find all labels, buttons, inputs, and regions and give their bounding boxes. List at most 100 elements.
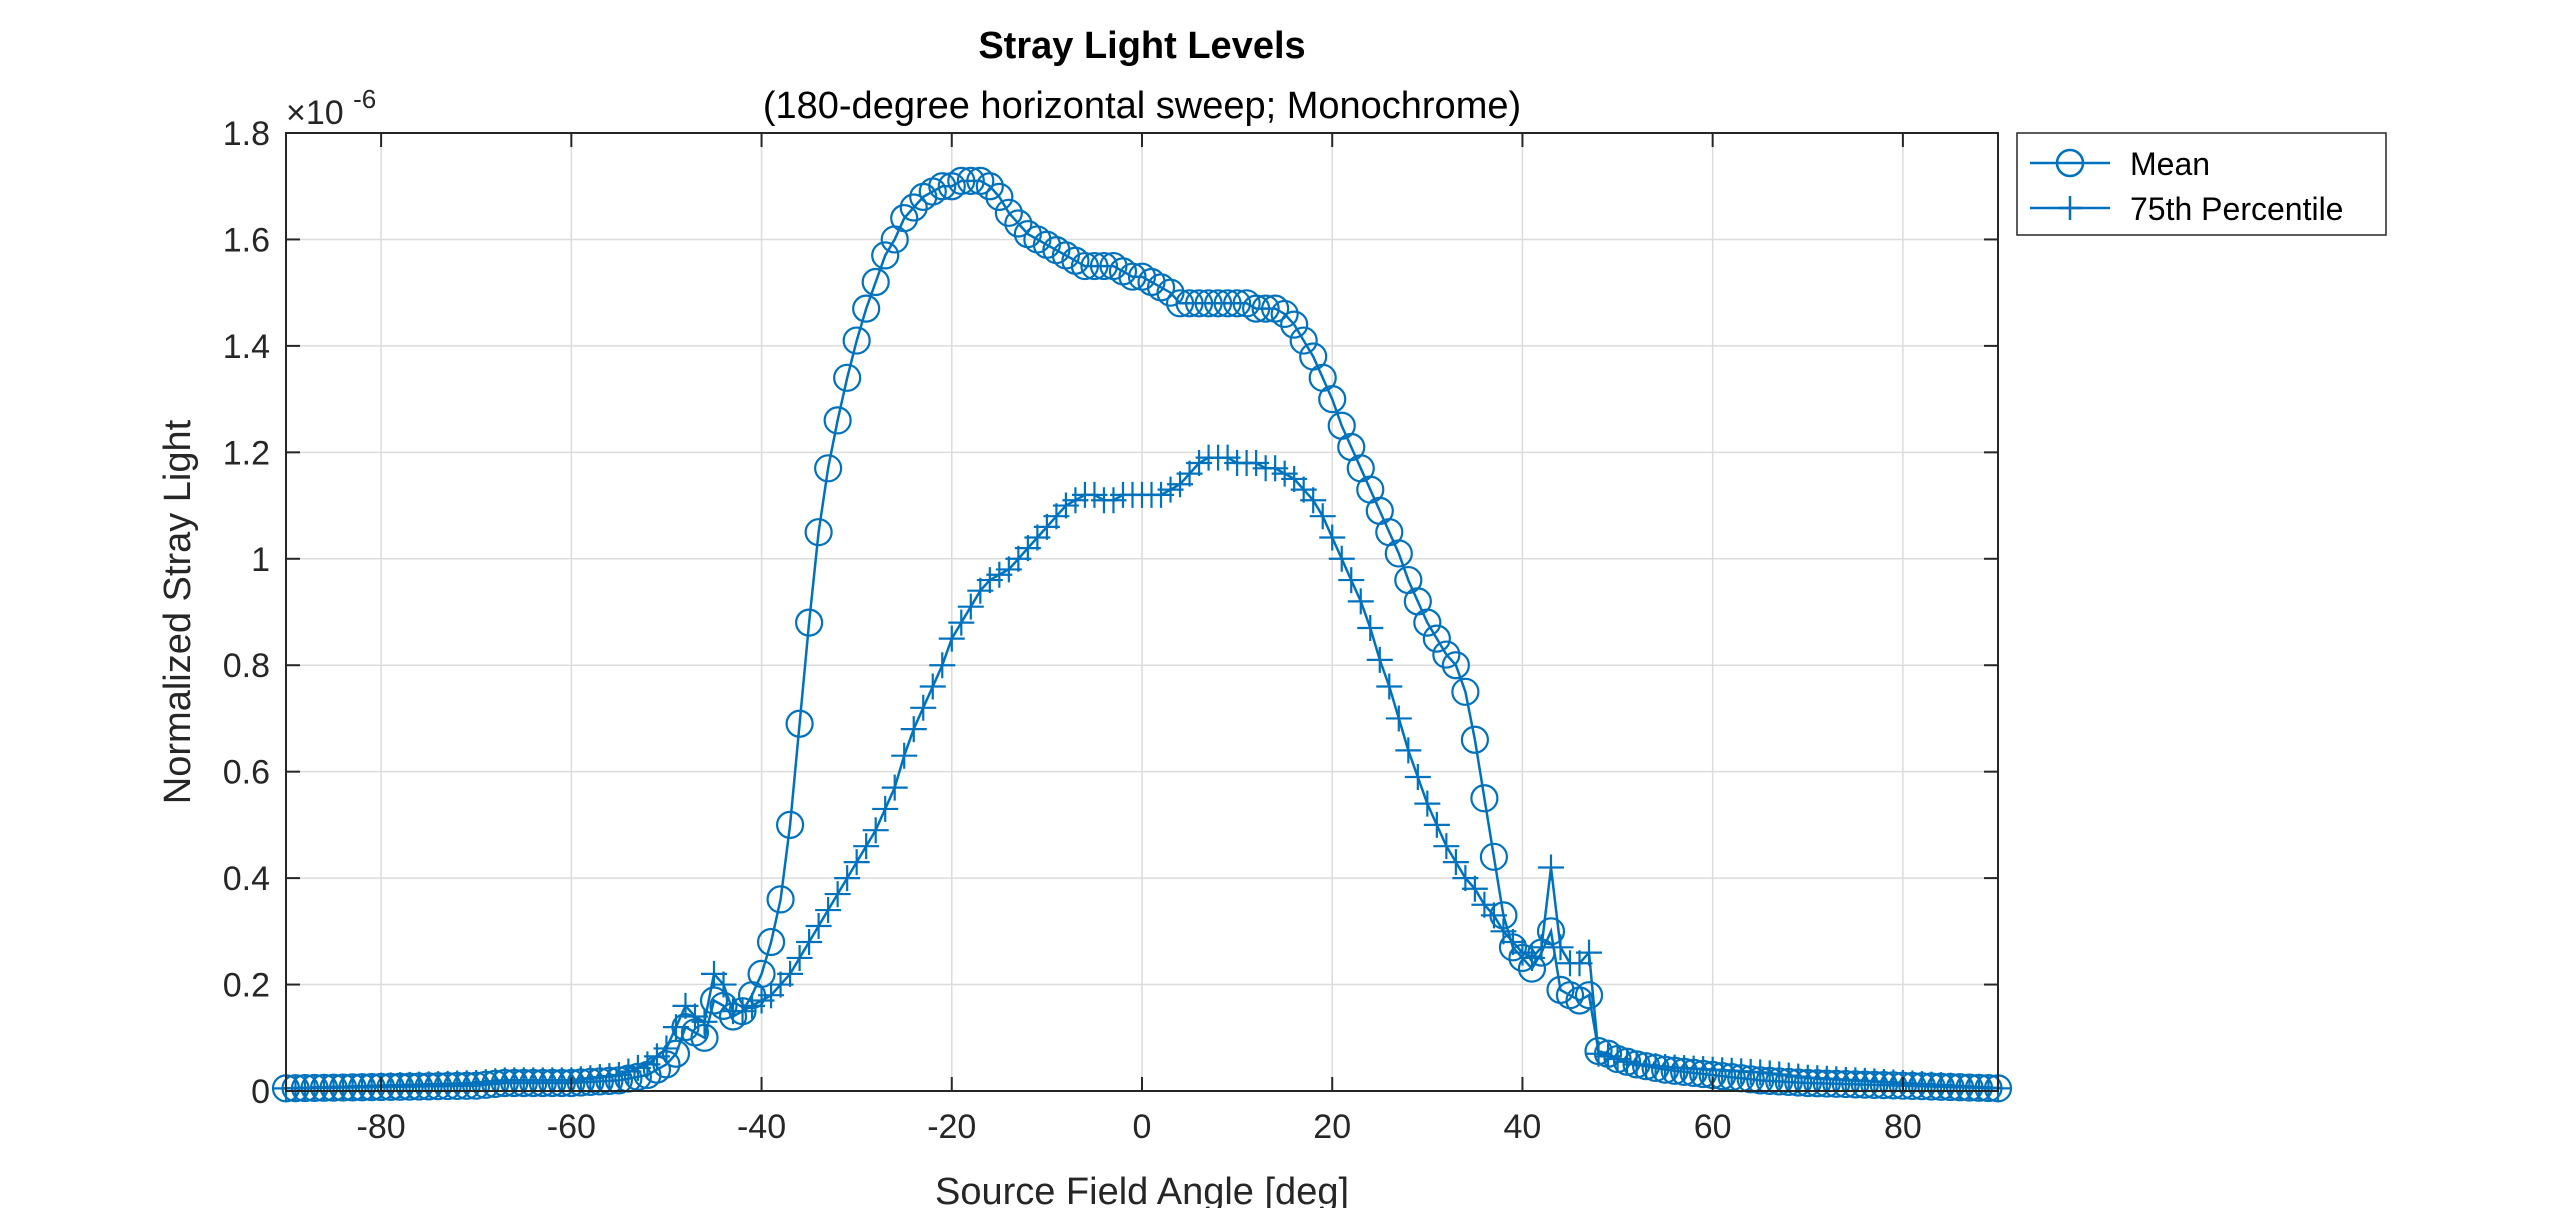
data-point-p75: [872, 795, 899, 822]
data-point-p75: [900, 716, 927, 743]
data-point-mean: [795, 608, 824, 637]
data-point-mean: [1280, 310, 1309, 339]
data-point-mean: [1184, 289, 1214, 318]
data-point-p75: [1385, 705, 1412, 732]
data-point-p75: [891, 742, 918, 769]
data-point-mean: [1175, 289, 1204, 318]
y-exponent-power: -6: [353, 84, 376, 114]
data-point-p75: [843, 849, 870, 876]
data-point-p75: [881, 774, 908, 801]
y-tick-label: 0.4: [223, 860, 270, 898]
data-point-mean: [1432, 640, 1461, 669]
y-tick-label: 1.4: [223, 328, 270, 366]
data-point-p75: [1461, 875, 1488, 902]
y-tick-label: 0: [251, 1073, 270, 1111]
data-point-mean: [1289, 326, 1318, 355]
data-point-p75: [1309, 503, 1336, 530]
data-point-mean: [861, 267, 890, 297]
data-point-p75: [1480, 902, 1507, 929]
data-point-p75: [710, 971, 737, 998]
x-tick-label: -20: [927, 1108, 976, 1146]
data-point-mean: [1004, 209, 1033, 238]
data-point-mean: [1318, 385, 1347, 414]
y-exponent-prefix: ×10: [286, 94, 344, 132]
data-point-p75: [919, 673, 946, 700]
data-point-p75: [1366, 646, 1393, 673]
data-point-p75: [1414, 790, 1441, 817]
data-point-mean: [1451, 677, 1480, 706]
data-point-mean: [975, 172, 1004, 201]
data-point-mean: [1422, 624, 1451, 653]
data-point-mean: [985, 182, 1014, 211]
data-point-p75: [910, 694, 937, 721]
y-tick-label: 1.2: [223, 434, 270, 472]
grid-lines: [286, 132, 1998, 1092]
data-point-mean: [852, 294, 881, 323]
y-tick-label: 0.6: [223, 754, 270, 792]
data-point-mean: [1251, 294, 1280, 323]
data-point-mean: [756, 927, 786, 957]
data-point-p75: [938, 625, 965, 652]
data-point-mean: [1270, 299, 1299, 329]
x-tick-label: -40: [737, 1108, 786, 1146]
legend-p75-label: 75th Percentile: [2130, 191, 2343, 227]
y-tick-label: 0.8: [223, 647, 270, 685]
data-point-p75: [1442, 849, 1469, 876]
legend-box: [2016, 132, 2387, 236]
data-point-p75: [1357, 614, 1384, 641]
y-tick-label: 1.6: [223, 221, 270, 259]
x-tick-label: 80: [1884, 1108, 1922, 1146]
data-point-p75: [1319, 524, 1346, 551]
data-point-p75: [853, 833, 880, 860]
data-point-p75: [786, 944, 813, 971]
data-point-mean: [994, 198, 1023, 227]
data-point-mean: [842, 326, 871, 355]
data-point-p75: [862, 817, 889, 844]
data-point-mean: [890, 204, 919, 233]
data-point-mean: [947, 166, 976, 195]
data-point-p75: [777, 960, 804, 987]
data-point-p75: [796, 928, 823, 955]
data-point-mean: [833, 363, 862, 392]
data-point-mean: [1441, 651, 1470, 680]
data-point-p75: [1433, 833, 1460, 860]
x-tick-label: 0: [1133, 1108, 1152, 1146]
data-point-p75: [957, 593, 984, 620]
chart-subtitle: (180-degree horizontal sweep; Monochrome…: [763, 85, 1521, 127]
data-point-mean: [747, 959, 776, 989]
data-point-mean: [1080, 251, 1109, 281]
data-point-p75: [1395, 737, 1422, 764]
y-exponent-label: ×10 -6: [286, 84, 376, 132]
data-point-p75: [1347, 588, 1374, 615]
y-tick-label: 1.8: [223, 115, 270, 153]
data-point-p75: [1404, 763, 1431, 790]
y-tick-label: 0.2: [223, 967, 270, 1005]
x-axis-label: Source Field Angle [deg]: [935, 1171, 1349, 1208]
data-point-p75: [824, 881, 851, 908]
legend-mean-label: Mean: [2130, 146, 2210, 182]
data-point-p75: [1328, 545, 1355, 572]
data-point-mean: [785, 709, 814, 738]
data-point-p75: [691, 1008, 718, 1035]
data-point-mean: [871, 241, 900, 270]
data-point-mean: [1413, 608, 1442, 637]
data-point-mean: [1089, 251, 1119, 281]
data-point-mean: [1118, 262, 1147, 291]
y-tick-label: 1: [251, 541, 270, 579]
data-point-p75: [653, 1035, 680, 1062]
data-point-mean: [1460, 725, 1489, 754]
data-point-mean: [1165, 289, 1195, 318]
data-point-mean: [899, 193, 928, 222]
x-tick-label: 60: [1694, 1108, 1732, 1146]
data-point-p75: [815, 897, 842, 924]
data-point-mean: [814, 454, 843, 483]
x-tick-label: 40: [1504, 1108, 1542, 1146]
data-point-p75: [662, 1014, 689, 1041]
data-point-p75: [1547, 934, 1574, 961]
legend-mean-circle-icon: [2055, 148, 2085, 178]
legend: Mean 75th Percentile: [2016, 132, 2387, 236]
data-point-mean: [1223, 289, 1252, 318]
data-point-mean: [1194, 289, 1223, 318]
data-point-mean: [956, 166, 985, 195]
data-point-p75: [1576, 939, 1603, 966]
